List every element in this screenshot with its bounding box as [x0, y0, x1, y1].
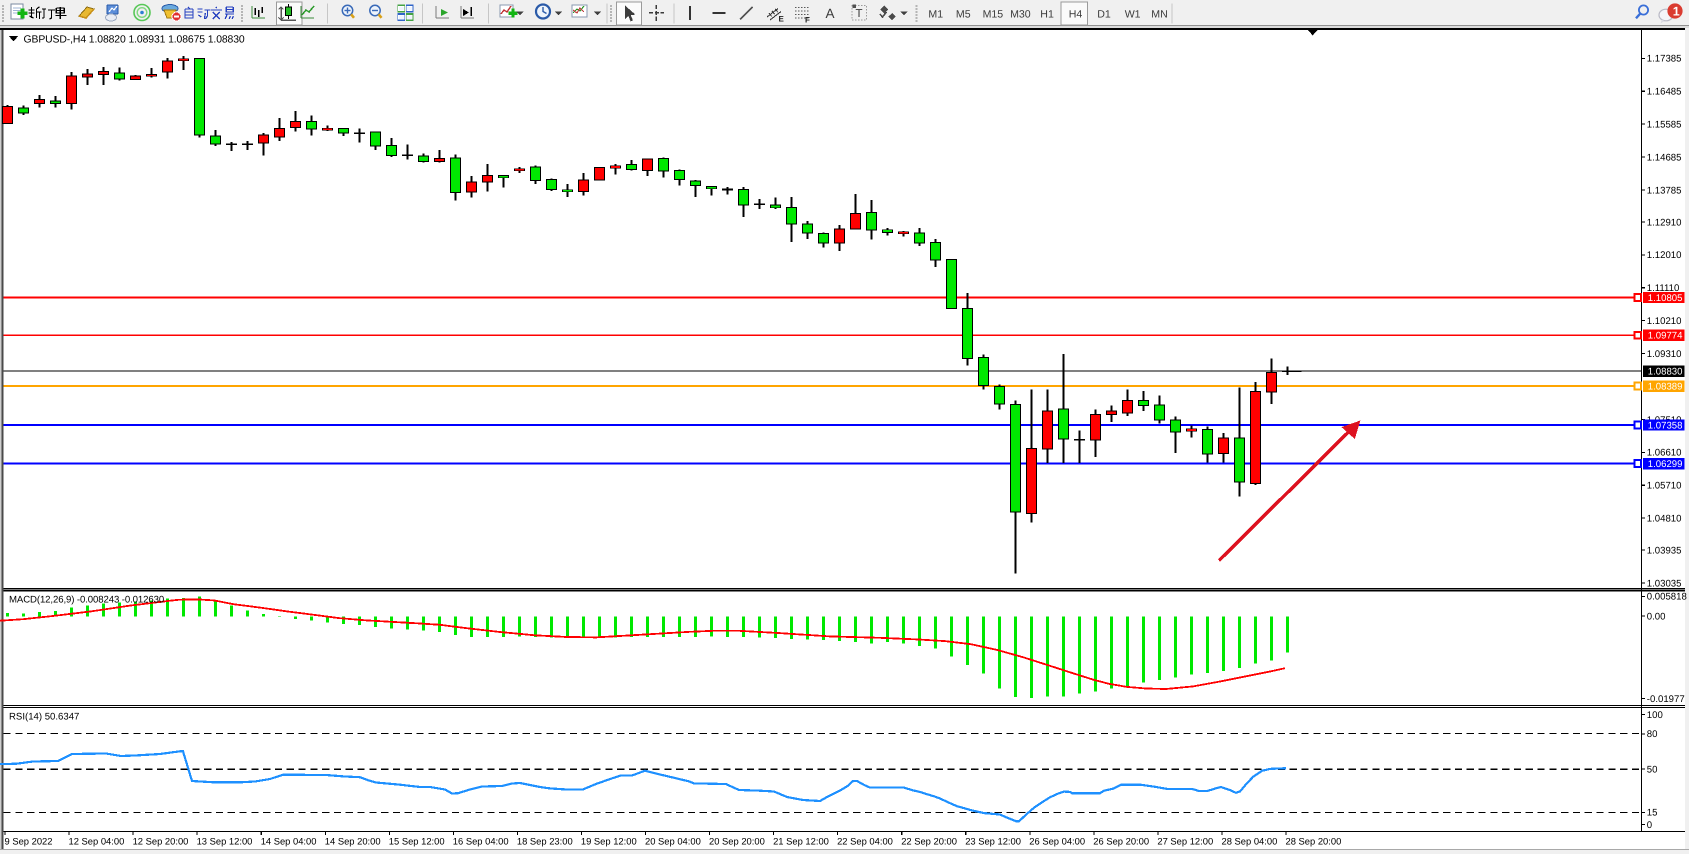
svg-text:F: F: [805, 16, 810, 25]
svg-text:1.04810: 1.04810: [1647, 514, 1682, 525]
svg-text:12 Sep 04:00: 12 Sep 04:00: [69, 835, 125, 846]
svg-text:1.08389: 1.08389: [1648, 382, 1683, 393]
svg-text:15 Sep 12:00: 15 Sep 12:00: [389, 835, 445, 846]
svg-text:1.10805: 1.10805: [1648, 293, 1683, 304]
svg-text:M30: M30: [1010, 9, 1031, 21]
svg-text:22 Sep 04:00: 22 Sep 04:00: [837, 835, 893, 846]
svg-text:26 Sep 04:00: 26 Sep 04:00: [1029, 835, 1085, 846]
svg-text:22 Sep 20:00: 22 Sep 20:00: [901, 835, 957, 846]
svg-text:1.03035: 1.03035: [1647, 578, 1682, 589]
svg-text:H4: H4: [1069, 9, 1083, 21]
svg-text:14 Sep 04:00: 14 Sep 04:00: [261, 835, 317, 846]
svg-text:-0.01977: -0.01977: [1647, 694, 1685, 705]
svg-text:1.05710: 1.05710: [1647, 481, 1682, 492]
svg-text:1.11110: 1.11110: [1647, 283, 1680, 294]
svg-text:MN: MN: [1151, 9, 1167, 21]
svg-text:W1: W1: [1125, 9, 1141, 21]
svg-text:0.005818: 0.005818: [1647, 592, 1687, 603]
svg-text:1.12910: 1.12910: [1647, 217, 1682, 228]
svg-text:28 Sep 04:00: 28 Sep 04:00: [1222, 835, 1278, 846]
svg-text:GBPUSD-,H4 1.08820 1.08931 1.: GBPUSD-,H4 1.08820 1.08931 1.08675 1.088…: [24, 34, 245, 45]
svg-text:1.14685: 1.14685: [1647, 152, 1682, 163]
svg-text:1.06610: 1.06610: [1647, 448, 1682, 459]
svg-text:1.09310: 1.09310: [1647, 349, 1682, 360]
svg-text:1.03935: 1.03935: [1647, 546, 1682, 557]
svg-text:1.09774: 1.09774: [1648, 331, 1683, 342]
svg-text:14 Sep 20:00: 14 Sep 20:00: [325, 835, 381, 846]
svg-text:13 Sep 12:00: 13 Sep 12:00: [197, 835, 253, 846]
svg-text:12 Sep 20:00: 12 Sep 20:00: [133, 835, 189, 846]
svg-text:M1: M1: [928, 9, 943, 21]
svg-text:27 Sep 12:00: 27 Sep 12:00: [1157, 835, 1213, 846]
svg-text:1.08830: 1.08830: [1648, 367, 1683, 378]
svg-text:18 Sep 23:00: 18 Sep 23:00: [517, 835, 573, 846]
svg-text:80: 80: [1647, 729, 1658, 740]
svg-text:T: T: [856, 8, 863, 20]
svg-text:1.16485: 1.16485: [1647, 87, 1682, 98]
svg-text:26 Sep 20:00: 26 Sep 20:00: [1093, 835, 1149, 846]
svg-text:9 Sep 2022: 9 Sep 2022: [5, 835, 53, 846]
svg-text:50: 50: [1647, 765, 1658, 776]
svg-text:1.12010: 1.12010: [1647, 250, 1682, 261]
svg-text:20 Sep 04:00: 20 Sep 04:00: [645, 835, 701, 846]
svg-text:15: 15: [1647, 808, 1658, 819]
svg-text:MACD(12,26,9) -0.008243 -0.012: MACD(12,26,9) -0.008243 -0.012630: [9, 595, 164, 606]
svg-text:0: 0: [1647, 820, 1652, 831]
svg-text:19 Sep 12:00: 19 Sep 12:00: [581, 835, 637, 846]
svg-text:E: E: [779, 15, 785, 24]
svg-text:1.10210: 1.10210: [1647, 316, 1682, 327]
svg-text:28 Sep 20:00: 28 Sep 20:00: [1286, 835, 1342, 846]
svg-text:H1: H1: [1040, 9, 1054, 21]
svg-text:M15: M15: [983, 9, 1004, 21]
svg-text:16 Sep 04:00: 16 Sep 04:00: [453, 835, 509, 846]
svg-text:100: 100: [1647, 710, 1663, 721]
svg-text:M5: M5: [956, 9, 971, 21]
svg-text:21 Sep 12:00: 21 Sep 12:00: [773, 835, 829, 846]
svg-text:A: A: [826, 6, 835, 21]
svg-text:D1: D1: [1097, 9, 1111, 21]
svg-text:23 Sep 12:00: 23 Sep 12:00: [965, 835, 1021, 846]
svg-text:0.00: 0.00: [1647, 611, 1666, 622]
svg-text:1.07358: 1.07358: [1648, 421, 1683, 432]
svg-text:1.13785: 1.13785: [1647, 185, 1682, 196]
svg-text:20 Sep 20:00: 20 Sep 20:00: [709, 835, 765, 846]
svg-text:1.06299: 1.06299: [1648, 459, 1683, 470]
svg-text:1.17385: 1.17385: [1647, 54, 1682, 65]
svg-text:RSI(14) 50.6347: RSI(14) 50.6347: [9, 711, 79, 722]
svg-text:1: 1: [1673, 4, 1680, 18]
svg-text:1.15585: 1.15585: [1647, 120, 1682, 131]
